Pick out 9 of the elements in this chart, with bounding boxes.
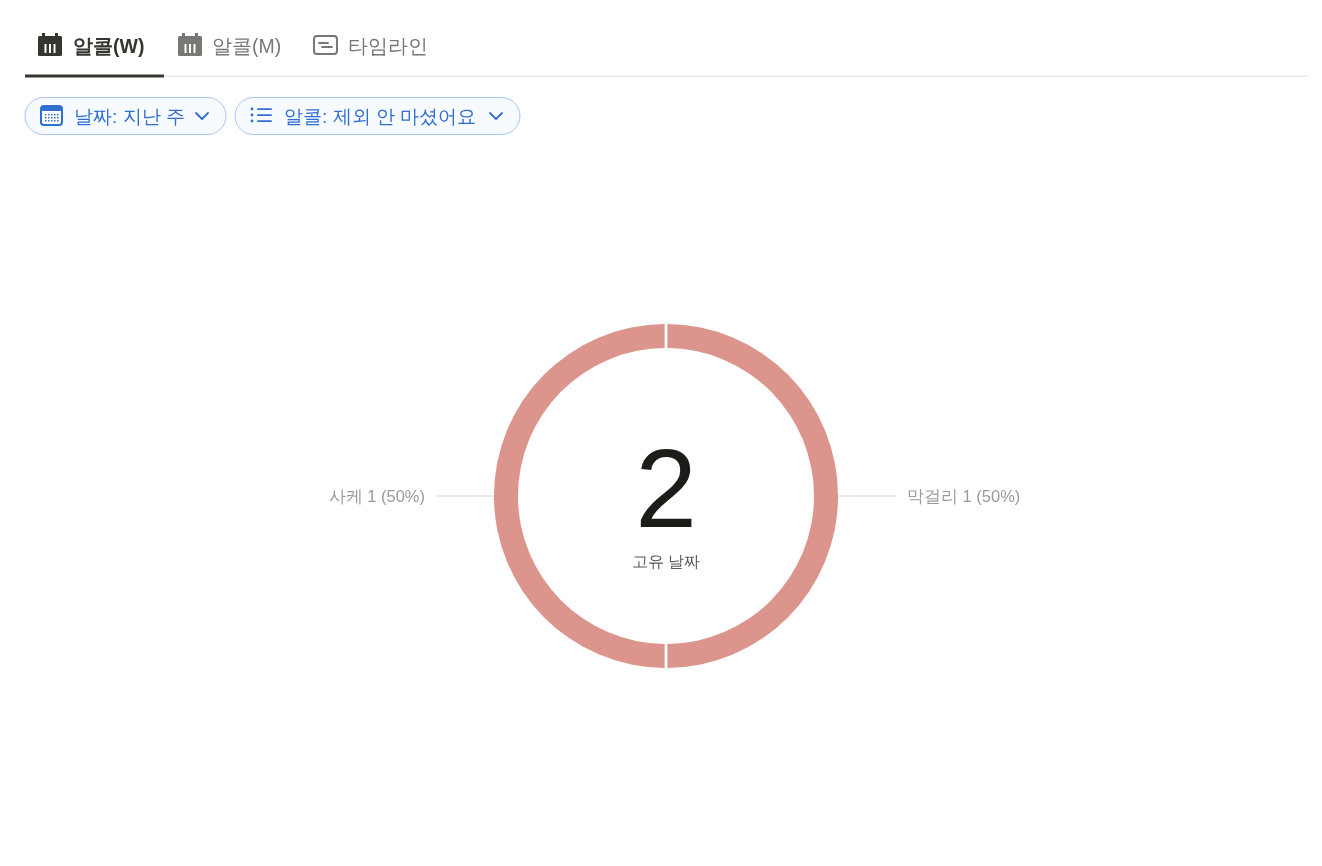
text: 알콜: 제외 안 마셨어요 xyxy=(284,106,477,127)
slice-label: 막걸리 1 (50%) xyxy=(907,487,1021,505)
text: 알콜(M) xyxy=(212,35,282,57)
text: 고유 날짜 xyxy=(631,553,701,570)
text: 타임라인 xyxy=(348,35,428,57)
text: 알콜(W) xyxy=(73,35,145,57)
slice-label: 사케 1 (50%) xyxy=(328,487,425,505)
text: 2 xyxy=(635,427,697,551)
text: 날짜: 지난 주 xyxy=(74,106,185,127)
